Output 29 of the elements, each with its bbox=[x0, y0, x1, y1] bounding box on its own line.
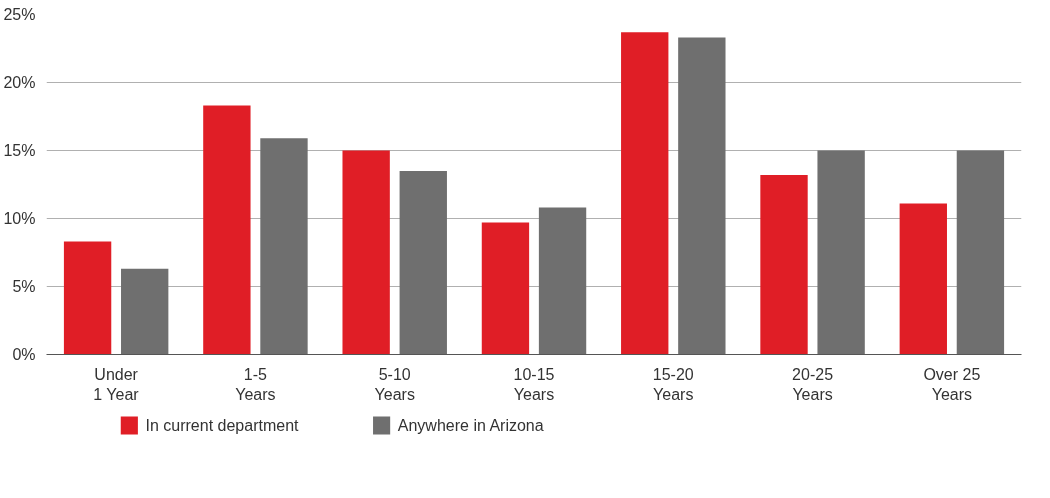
x-tick-label: 1-5 Years bbox=[235, 365, 276, 403]
bar bbox=[817, 150, 865, 355]
bar bbox=[63, 241, 112, 355]
y-tick-label: 15% bbox=[3, 142, 36, 159]
bar bbox=[399, 170, 447, 355]
legend-label: Anywhere in Arizona bbox=[397, 417, 544, 434]
legend-label: In current department bbox=[145, 417, 300, 434]
bar bbox=[481, 222, 530, 355]
bar bbox=[678, 37, 726, 355]
bar bbox=[260, 138, 308, 355]
bar bbox=[899, 203, 947, 355]
x-tick-label: 5-10 Years bbox=[374, 365, 415, 403]
bar bbox=[956, 150, 1005, 355]
x-tick-label: 10-15 Years bbox=[513, 365, 555, 403]
y-tick-label: 25% bbox=[3, 6, 36, 23]
y-tick-label: 5% bbox=[12, 278, 36, 295]
bar bbox=[760, 174, 808, 355]
bar bbox=[342, 150, 390, 355]
x-tick-label: 20-25 Years bbox=[792, 365, 834, 403]
bar bbox=[621, 32, 669, 355]
bar bbox=[121, 268, 169, 355]
y-tick-label: 0% bbox=[12, 346, 36, 363]
x-tick-label: Under 1 Year bbox=[93, 365, 140, 403]
y-tick-label: 10% bbox=[3, 210, 36, 227]
bar bbox=[538, 207, 587, 355]
x-tick-label: 15-20 Years bbox=[652, 365, 694, 403]
x-tick-label: Over 25 Years bbox=[923, 365, 981, 403]
y-tick-label: 20% bbox=[3, 74, 36, 91]
bar bbox=[203, 105, 251, 355]
